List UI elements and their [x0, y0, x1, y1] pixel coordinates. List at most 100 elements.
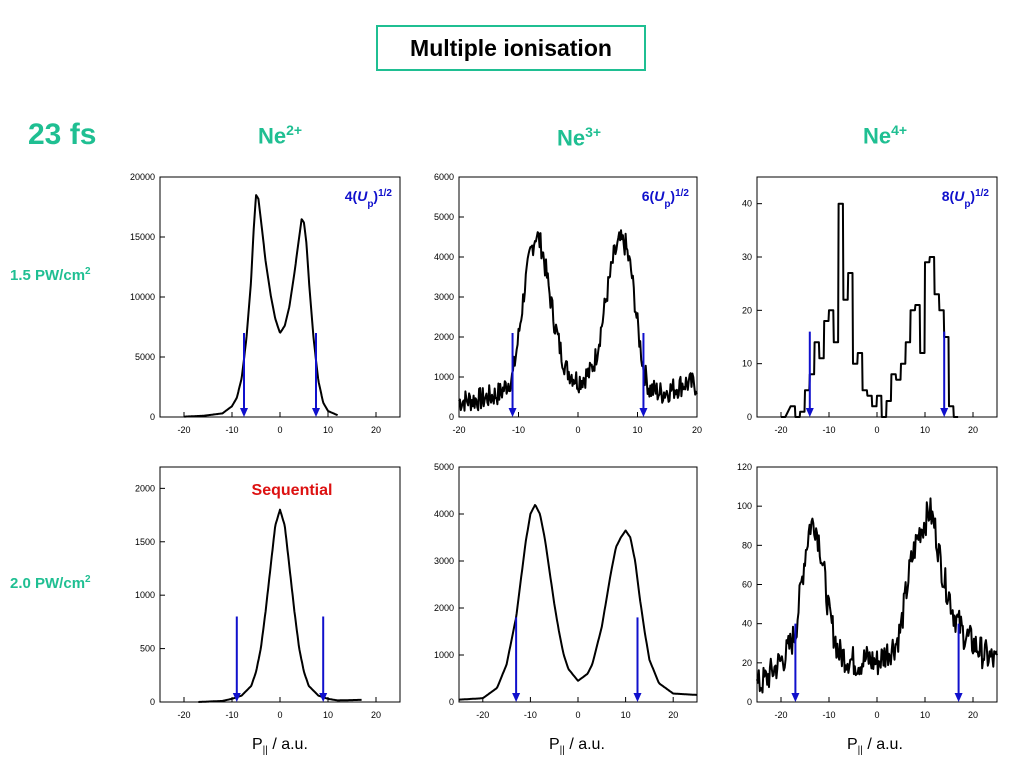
- chart-ne4-row2: 0 20 40 60 80 100 120 -20 -10 0 10 20: [737, 462, 998, 720]
- x-tick-label: 20: [968, 710, 978, 720]
- y-tick-label: 0: [747, 412, 752, 422]
- plot-frame: [756, 176, 998, 418]
- y-tick-label: 120: [737, 462, 752, 472]
- y-tick-label: 3000: [434, 556, 454, 566]
- x-axis-label-col3: P|| / a.u.: [847, 736, 903, 757]
- y-tick-label: 10000: [130, 292, 155, 302]
- y-tick-label: 5000: [434, 212, 454, 222]
- arrow-head: [805, 408, 814, 417]
- y-tick-label: 40: [742, 199, 752, 209]
- chart-ne4-row1: 0 10 20 30 40 -20 -10 0 10 20 8(Up)1/2: [742, 176, 998, 435]
- x-tick-label: -10: [822, 710, 835, 720]
- ion-label-ne4: Ne4+: [863, 122, 908, 149]
- arrow-head: [508, 408, 517, 417]
- x-tick-label: 20: [692, 425, 702, 435]
- y-tick-label: 10: [742, 359, 752, 369]
- x-tick-label: -20: [476, 710, 489, 720]
- x-tick-label: -20: [177, 710, 190, 720]
- x-axis-label-col2: P|| / a.u.: [549, 736, 605, 757]
- x-tick-label: 10: [323, 710, 333, 720]
- y-tick-label: 0: [747, 697, 752, 707]
- data-trace: [458, 504, 698, 701]
- y-tick-label: 1000: [434, 372, 454, 382]
- x-tick-label: 0: [277, 425, 282, 435]
- chart-ne2-row1: 0 5000 10000 15000 20000 -20 -10 0 10 20 4(Up)1/2: [130, 172, 401, 435]
- x-tick-label: 0: [874, 710, 879, 720]
- plot-frame: [458, 176, 698, 418]
- y-tick-label: 5000: [434, 462, 454, 472]
- arrow-head: [940, 408, 949, 417]
- x-tick-label: -20: [774, 425, 787, 435]
- annotation-ponderomotive: 8(Up)1/2: [942, 188, 990, 210]
- y-tick-label: 0: [449, 412, 454, 422]
- x-tick-label: 0: [575, 425, 580, 435]
- y-tick-label: 40: [742, 619, 752, 629]
- data-trace: [781, 202, 959, 418]
- x-tick-label: -20: [774, 710, 787, 720]
- y-tick-label: 2000: [434, 603, 454, 613]
- chart-ne2-row2: 0 500 1000 1500 2000 -20 -10 0 10 20 Sequential: [135, 466, 401, 720]
- y-tick-label: 1000: [135, 590, 155, 600]
- y-tick-label: 60: [742, 580, 752, 590]
- data-trace: [458, 229, 698, 412]
- y-tick-label: 20: [742, 658, 752, 668]
- y-tick-label: 20000: [130, 172, 155, 182]
- annotation-text: Sequential: [252, 482, 333, 499]
- x-tick-label: -10: [512, 425, 525, 435]
- x-axis-label-col1: P|| / a.u.: [252, 736, 308, 757]
- page-title: Multiple ionisation: [376, 25, 646, 71]
- y-tick-label: 5000: [135, 352, 155, 362]
- ion-label-ne3: Ne3+: [557, 124, 602, 151]
- y-tick-label: 100: [737, 501, 752, 511]
- x-tick-label: 10: [621, 710, 631, 720]
- pulse-duration-label: 23 fs: [28, 118, 97, 151]
- y-tick-label: 500: [140, 644, 155, 654]
- data-trace: [198, 508, 362, 703]
- x-tick-label: 20: [668, 710, 678, 720]
- x-tick-label: 0: [277, 710, 282, 720]
- y-tick-label: 2000: [135, 483, 155, 493]
- x-tick-label: -20: [177, 425, 190, 435]
- x-tick-label: -10: [524, 710, 537, 720]
- intensity-label-row2: 2.0 PW/cm2: [10, 574, 91, 592]
- x-tick-label: 10: [323, 425, 333, 435]
- y-tick-label: 3000: [434, 292, 454, 302]
- arrow-head: [232, 693, 241, 702]
- plot-frame: [159, 176, 401, 418]
- y-tick-label: 4000: [434, 509, 454, 519]
- y-tick-label: 6000: [434, 172, 454, 182]
- annotation-ponderomotive: 4(Up)1/2: [345, 188, 393, 210]
- x-tick-label: 20: [371, 710, 381, 720]
- arrow-head: [512, 693, 521, 702]
- chart-ne3-row2: 0 1000 2000 3000 4000 5000 -20 -10 0 10 20: [434, 462, 698, 720]
- y-tick-label: 0: [150, 412, 155, 422]
- arrow-head: [633, 693, 642, 702]
- plot-frame: [159, 466, 401, 703]
- y-tick-label: 80: [742, 540, 752, 550]
- y-tick-label: 0: [150, 697, 155, 707]
- plot-frame: [458, 466, 698, 703]
- x-tick-label: 10: [920, 425, 930, 435]
- ion-label-ne2: Ne2+: [258, 122, 303, 149]
- data-trace: [183, 194, 339, 418]
- x-tick-label: 10: [632, 425, 642, 435]
- y-tick-label: 15000: [130, 232, 155, 242]
- arrow-head: [639, 408, 648, 417]
- y-tick-label: 1000: [434, 650, 454, 660]
- y-tick-label: 1500: [135, 537, 155, 547]
- x-tick-label: 0: [874, 425, 879, 435]
- y-tick-label: 30: [742, 252, 752, 262]
- x-tick-label: 20: [371, 425, 381, 435]
- arrow-head: [954, 693, 963, 702]
- y-tick-label: 2000: [434, 332, 454, 342]
- y-tick-label: 20: [742, 305, 752, 315]
- arrow-head: [319, 693, 328, 702]
- chart-ne3-row1: 0 1000 2000 3000 4000 5000 6000 -20 -10 0 10 20 6(Up…: [434, 172, 702, 435]
- x-tick-label: 20: [968, 425, 978, 435]
- arrow-head: [240, 408, 248, 417]
- y-tick-label: 4000: [434, 252, 454, 262]
- x-tick-label: -10: [225, 710, 238, 720]
- x-tick-label: -20: [452, 425, 465, 435]
- arrow-head: [791, 693, 800, 702]
- x-tick-label: -10: [225, 425, 238, 435]
